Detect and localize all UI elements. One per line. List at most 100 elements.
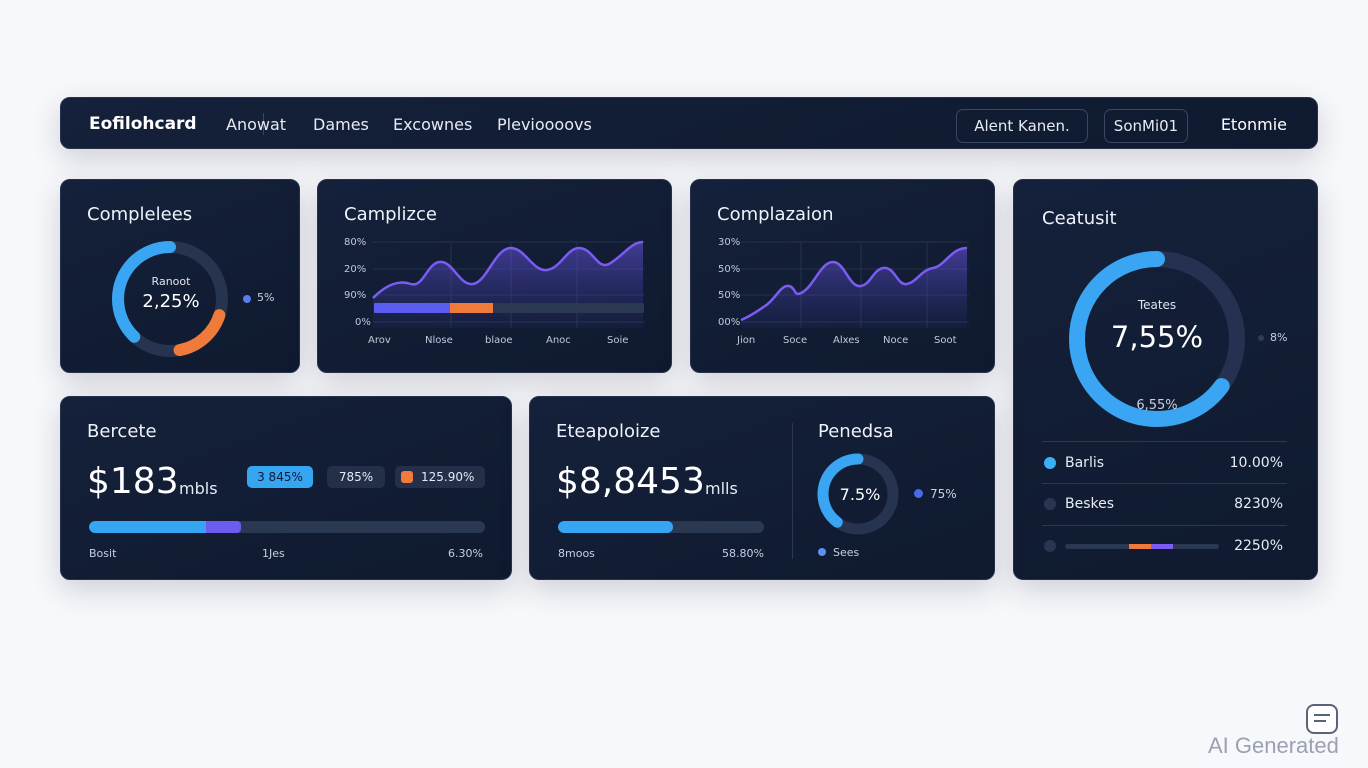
compensation-title: Complazaion bbox=[717, 204, 834, 225]
bercete-pill-1[interactable]: 3 845% bbox=[247, 466, 313, 488]
session-button[interactable]: SonMi01 bbox=[1104, 109, 1188, 143]
campaign-y-label-2: 20% bbox=[344, 264, 367, 275]
penedsa-donut-value: 7.5% bbox=[839, 485, 881, 504]
featured-row-1-value: 10.00% bbox=[1229, 455, 1283, 471]
featured-gauge-sub: 6,55% bbox=[1136, 398, 1178, 413]
featured-row-2-value: 8230% bbox=[1234, 496, 1283, 512]
top-navbar: Eofilohcard Anowat Dames Excownes Plevio… bbox=[60, 97, 1318, 149]
bercete-foot-left: Bosit bbox=[89, 547, 117, 560]
brand-logo[interactable]: Eofilohcard bbox=[89, 114, 197, 134]
compensation-y-label-2: 50% bbox=[718, 264, 741, 275]
campaign-x-label-2: Nlose bbox=[425, 335, 453, 346]
compensation-line-chart bbox=[740, 241, 969, 328]
bercete-pill-3[interactable]: 125.90% bbox=[395, 466, 485, 488]
eteapoloize-foot-left: 8moos bbox=[558, 547, 595, 560]
nav-link-3[interactable]: Excownes bbox=[393, 115, 473, 134]
campaign-progress-blue bbox=[374, 303, 450, 313]
featured-side-dot bbox=[1258, 335, 1264, 341]
compensation-x-label-1: Jion bbox=[737, 335, 756, 346]
campaign-x-label-4: Anoc bbox=[546, 335, 571, 346]
completes-center-label: Ranoot bbox=[151, 275, 191, 288]
featured-row-3-bar bbox=[1065, 544, 1219, 549]
ai-generated-icon bbox=[1306, 704, 1338, 734]
compensation-line bbox=[740, 246, 968, 322]
completes-center-value: 2,25% bbox=[142, 291, 200, 312]
completes-title: Complelees bbox=[87, 204, 193, 225]
eteapoloize-card: Eteapoloize $8,8453 mlls 8moos 58.80% Pe… bbox=[529, 396, 995, 580]
campaign-progress-bar bbox=[374, 303, 644, 313]
compensation-x-label-5: Soot bbox=[934, 335, 957, 346]
featured-row-3-bar-orange bbox=[1129, 544, 1151, 549]
nav-end-link[interactable]: Etonmie bbox=[1220, 115, 1287, 134]
featured-gauge-label: Teates bbox=[1137, 298, 1177, 312]
bercete-progress-bar bbox=[89, 521, 485, 533]
bercete-progress-purple bbox=[205, 521, 242, 533]
campaign-y-label-1: 80% bbox=[344, 237, 367, 248]
featured-divider-2 bbox=[1042, 483, 1287, 484]
completes-gauge-blue-arc bbox=[112, 241, 228, 357]
campaign-x-label-1: Arov bbox=[368, 335, 391, 346]
penedsa-legend-2-dot bbox=[818, 548, 826, 556]
bercete-title: Bercete bbox=[87, 421, 157, 442]
compensation-y-label-1: 30% bbox=[718, 237, 741, 248]
penedsa-legend-2-label: Sees bbox=[833, 546, 860, 559]
bercete-pill-2[interactable]: 785% bbox=[327, 466, 385, 488]
featured-side-value: 8% bbox=[1270, 331, 1288, 344]
campaign-line bbox=[372, 240, 644, 299]
eteapoloize-progress-fill bbox=[558, 521, 674, 533]
bercete-amount: $183 bbox=[87, 461, 179, 502]
nav-link-1[interactable]: Anowat bbox=[226, 115, 287, 134]
campaign-x-label-5: Soie bbox=[607, 335, 629, 346]
campaign-card: Camplizce 80% 20% 90% 0% Arov Nlose blao… bbox=[317, 179, 672, 373]
featured-title: Ceatusit bbox=[1042, 208, 1117, 229]
penedsa-donut-arc bbox=[817, 453, 899, 535]
campaign-y-label-4: 0% bbox=[355, 317, 371, 328]
nav-link-4[interactable]: Plevioooovs bbox=[497, 115, 592, 134]
bercete-pill-3-label: 125.90% bbox=[421, 470, 475, 484]
eteapoloize-progress-bar bbox=[558, 521, 764, 533]
bercete-foot-mid: 1Jes bbox=[262, 547, 285, 560]
campaign-progress-orange bbox=[449, 303, 493, 313]
featured-row-2-label: Beskes bbox=[1065, 496, 1115, 512]
featured-gauge-value: 7,55% bbox=[1110, 320, 1204, 354]
penedsa-legend-1-value: 75% bbox=[930, 487, 957, 501]
featured-card: Ceatusit Teates 7,55% 6,55% 8% Barlis 10… bbox=[1013, 179, 1318, 580]
brand-divider bbox=[263, 113, 264, 135]
card-section-divider bbox=[792, 423, 793, 559]
featured-gauge bbox=[1069, 251, 1245, 427]
bercete-unit: mbls bbox=[179, 479, 218, 498]
nav-link-2[interactable]: Dames bbox=[313, 115, 369, 134]
ai-generated-label: AI Generated bbox=[1208, 733, 1339, 758]
completes-legend-dot bbox=[243, 295, 251, 303]
penedsa-donut bbox=[817, 453, 899, 535]
featured-divider-3 bbox=[1042, 525, 1287, 526]
featured-row-3-dot bbox=[1044, 540, 1056, 552]
featured-row-1-label: Barlis bbox=[1065, 455, 1105, 471]
account-button[interactable]: Alent Kanen. bbox=[956, 109, 1088, 143]
campaign-title: Camplizce bbox=[344, 204, 437, 225]
completes-gauge bbox=[112, 241, 228, 357]
compensation-area bbox=[741, 248, 967, 328]
featured-row-3-bar-purple bbox=[1151, 544, 1173, 549]
bercete-pill-3-swatch bbox=[401, 471, 413, 483]
compensation-x-label-3: Alxes bbox=[833, 335, 860, 346]
completes-card: Complelees Ranoot 2,25% 5% bbox=[60, 179, 300, 373]
eteapoloize-title: Eteapoloize bbox=[556, 421, 661, 442]
eteapoloize-unit: mlls bbox=[705, 479, 738, 498]
penedsa-legend-1-dot bbox=[914, 489, 923, 498]
featured-row-2-dot bbox=[1044, 498, 1056, 510]
compensation-y-label-3: 50% bbox=[718, 290, 741, 301]
compensation-x-label-4: Noce bbox=[883, 335, 909, 346]
featured-row-1-dot bbox=[1044, 457, 1056, 469]
penedsa-title: Penedsa bbox=[818, 421, 894, 442]
eteapoloize-amount: $8,8453 bbox=[556, 461, 705, 502]
campaign-y-label-3: 90% bbox=[344, 290, 367, 301]
bercete-progress-blue bbox=[89, 521, 206, 533]
bercete-card: Bercete $183 mbls 3 845% 785% 125.90% Bo… bbox=[60, 396, 512, 580]
bercete-foot-right: 6.30% bbox=[448, 547, 483, 560]
featured-divider-1 bbox=[1042, 441, 1287, 442]
completes-legend-value: 5% bbox=[257, 291, 275, 304]
featured-gauge-arc bbox=[1069, 251, 1245, 427]
campaign-line-chart bbox=[372, 240, 645, 328]
campaign-x-label-3: blaoe bbox=[485, 335, 513, 346]
